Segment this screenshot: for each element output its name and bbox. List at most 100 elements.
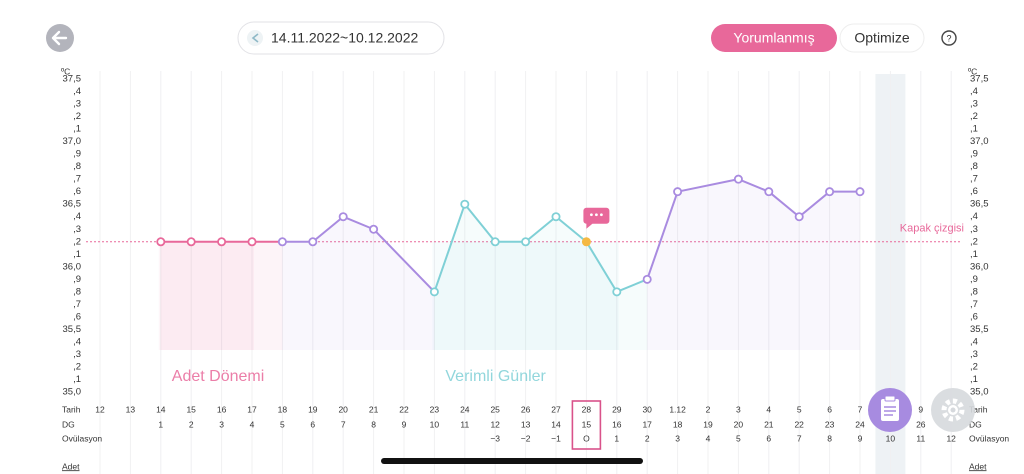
y-tick-label: ,3 bbox=[73, 99, 81, 110]
line-segment bbox=[616, 278, 648, 293]
y-tick-label: ,2 bbox=[73, 111, 81, 122]
y2-tick-label: ,9 bbox=[970, 149, 978, 160]
row-label: Tarih bbox=[969, 404, 988, 414]
row-value: 13 bbox=[521, 419, 531, 429]
area bbox=[677, 179, 739, 350]
y-tick-label: ,1 bbox=[73, 124, 81, 135]
date-range-picker[interactable]: 14.11.2022~10.12.2022 bbox=[237, 21, 445, 55]
row-value: 5 bbox=[797, 404, 802, 414]
row-value: −3 bbox=[490, 433, 500, 443]
row-value: 30 bbox=[642, 404, 652, 414]
region-label: Verimli Günler bbox=[445, 368, 546, 385]
y2-tick-label: 36,5 bbox=[970, 199, 989, 210]
interpreted-button[interactable]: Yorumlanmış bbox=[711, 24, 837, 52]
notes-button[interactable] bbox=[868, 388, 912, 432]
row-value: 9 bbox=[858, 433, 863, 443]
area bbox=[616, 279, 648, 350]
row-label: Ovülasyon bbox=[969, 433, 1009, 443]
row-value: 26 bbox=[521, 404, 531, 414]
y-tick-label: ,6 bbox=[73, 311, 81, 322]
line-segment bbox=[585, 241, 618, 293]
y2-tick-label: ,6 bbox=[970, 186, 978, 197]
chart: 37,5 37,5,4,4,3,3,2,2,1,137,0 37,0,9,9,8,8… bbox=[62, 71, 1009, 474]
row-value: 5 bbox=[280, 419, 285, 429]
row-value: 22 bbox=[399, 404, 409, 414]
point bbox=[247, 237, 257, 247]
y-tick-label: ,8 bbox=[73, 161, 81, 172]
row-value: 20 bbox=[338, 404, 348, 414]
area bbox=[799, 191, 830, 350]
row-value: 8 bbox=[371, 419, 376, 429]
y-tick-label: ,2 bbox=[73, 236, 81, 247]
row-value: 3 bbox=[675, 433, 680, 443]
row-value: 17 bbox=[642, 419, 652, 429]
row-value: −2 bbox=[521, 433, 531, 443]
point bbox=[825, 187, 835, 197]
y-tick-label: ,9 bbox=[73, 274, 81, 285]
area bbox=[312, 216, 344, 350]
y-tick-label: ,7 bbox=[73, 174, 81, 185]
point bbox=[794, 212, 804, 222]
row-value: 4 bbox=[766, 404, 771, 414]
row-label: Ovülasyon bbox=[62, 433, 102, 443]
line-segment bbox=[768, 190, 800, 218]
point bbox=[308, 237, 318, 247]
optimize-button[interactable]: Optimize bbox=[839, 23, 925, 53]
area bbox=[556, 216, 587, 350]
area bbox=[160, 241, 192, 350]
y2-tick-label: 37,0 bbox=[970, 136, 989, 147]
footer-label: Adet bbox=[62, 461, 80, 471]
button-label: Optimize bbox=[854, 30, 909, 46]
row-value: 24 bbox=[460, 404, 470, 414]
row-value: 2 bbox=[645, 433, 650, 443]
row-value: 23 bbox=[825, 419, 835, 429]
y2-tick-label: ,2 bbox=[970, 111, 978, 122]
row-value: 4 bbox=[250, 419, 255, 429]
row-value: 9 bbox=[402, 419, 407, 429]
y-tick-label: 35,5 bbox=[63, 324, 82, 335]
home-indicator bbox=[381, 458, 643, 464]
region-label: Adet Dönemi bbox=[172, 368, 264, 385]
area bbox=[252, 241, 283, 350]
y-tick-label: ,4 bbox=[73, 211, 81, 222]
row-value: 7 bbox=[341, 419, 346, 429]
y2-tick-label: ,3 bbox=[970, 224, 978, 235]
y2-tick-label: ,8 bbox=[970, 161, 978, 172]
note-icon bbox=[583, 207, 610, 229]
row-value: 12 bbox=[95, 404, 105, 414]
y2-tick-label: ,4 bbox=[970, 211, 978, 222]
y2-tick-label: 35,5 bbox=[970, 324, 989, 335]
help-button[interactable]: ? bbox=[941, 30, 957, 46]
row-value: 2 bbox=[189, 419, 194, 429]
area bbox=[738, 179, 769, 350]
area bbox=[768, 191, 800, 350]
note-dot bbox=[590, 213, 593, 217]
y-tick-label: ,3 bbox=[73, 349, 81, 360]
row-value: 19 bbox=[308, 404, 318, 414]
y2-tick-label: ,4 bbox=[970, 86, 978, 97]
area bbox=[647, 191, 678, 350]
y-tick-label: ,4 bbox=[73, 86, 81, 97]
y-tick-label: 37,5 bbox=[63, 74, 82, 85]
row-value: 16 bbox=[612, 419, 622, 429]
date-range: 14.11.2022~10.12.2022 bbox=[271, 30, 418, 46]
point bbox=[642, 274, 652, 284]
row-value: 11 bbox=[916, 433, 925, 443]
row-value: 18 bbox=[673, 419, 683, 429]
row-label: DG bbox=[62, 419, 75, 429]
area bbox=[282, 241, 313, 350]
y2-tick-label: ,2 bbox=[970, 236, 978, 247]
row-value: 6 bbox=[766, 433, 771, 443]
y-tick-label: ,1 bbox=[73, 374, 81, 385]
back-button[interactable] bbox=[46, 24, 74, 52]
y-tick-label: 36,0 bbox=[63, 261, 82, 272]
area bbox=[464, 204, 496, 350]
line-segment bbox=[524, 215, 557, 243]
area bbox=[586, 241, 617, 350]
settings-button[interactable] bbox=[931, 388, 975, 432]
area bbox=[221, 241, 252, 350]
note-dot bbox=[595, 213, 598, 217]
row-value: 20 bbox=[734, 419, 744, 429]
row-value: 17 bbox=[247, 404, 257, 414]
row-value: 27 bbox=[551, 404, 561, 414]
